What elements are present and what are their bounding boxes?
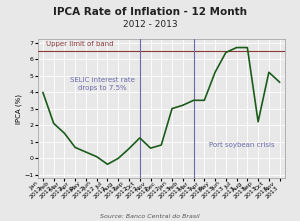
Y-axis label: IPCA (%): IPCA (%) [15,93,22,124]
Text: Source: Banco Central do Brasil: Source: Banco Central do Brasil [100,214,200,219]
Text: IPCA Rate of Inflation - 12 Month: IPCA Rate of Inflation - 12 Month [53,7,247,17]
Text: SELIC interest rate
drops to 7.5%: SELIC interest rate drops to 7.5% [70,77,135,91]
Text: 2012 - 2013: 2012 - 2013 [123,20,177,29]
Text: Upper limit of band: Upper limit of band [46,41,114,47]
Text: Port soybean crisis: Port soybean crisis [209,142,275,148]
